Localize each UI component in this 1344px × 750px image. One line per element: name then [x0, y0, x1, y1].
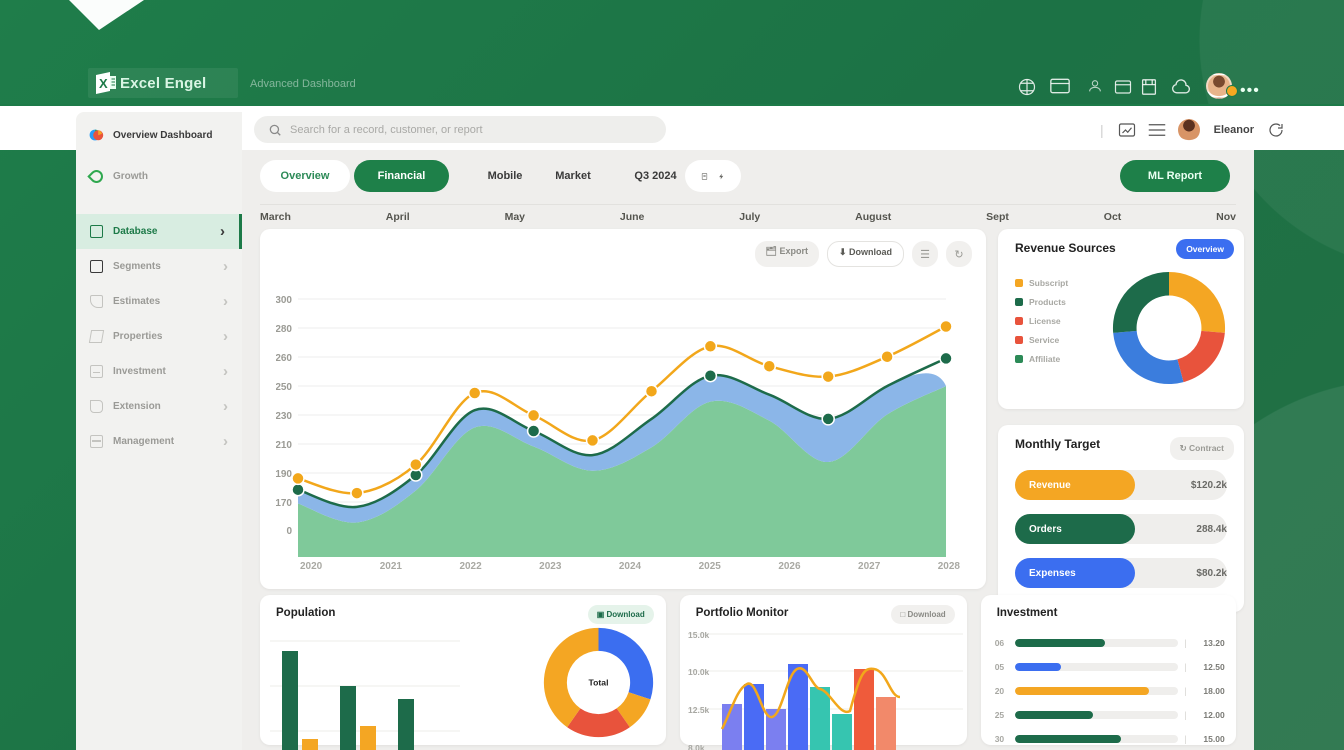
svg-text:Total: Total [588, 677, 608, 687]
svg-text:230: 230 [276, 411, 292, 422]
svg-text:15.0k: 15.0k [688, 630, 710, 640]
svg-text:210: 210 [276, 440, 292, 451]
svg-text:250: 250 [276, 382, 292, 393]
svg-text:X: X [99, 76, 108, 91]
svg-text:12.5k: 12.5k [688, 705, 710, 715]
svg-text:300: 300 [276, 295, 292, 306]
svg-text:260: 260 [276, 353, 292, 364]
svg-text:0: 0 [286, 526, 292, 537]
svg-text:170: 170 [276, 498, 292, 509]
svg-text:190: 190 [276, 469, 292, 480]
svg-text:10.0k: 10.0k [688, 667, 710, 677]
svg-text:280: 280 [276, 324, 292, 335]
svg-text:8.0k: 8.0k [688, 743, 705, 750]
